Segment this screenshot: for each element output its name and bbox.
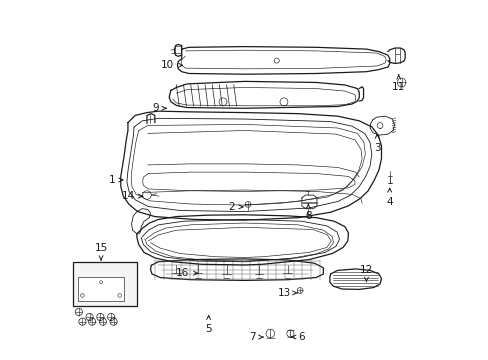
- Text: 4: 4: [386, 188, 392, 207]
- Text: 5: 5: [205, 316, 211, 334]
- Text: 12: 12: [359, 265, 372, 282]
- Text: 10: 10: [161, 60, 182, 70]
- Text: 2: 2: [228, 202, 243, 212]
- Text: 16: 16: [176, 268, 197, 278]
- Text: 6: 6: [291, 332, 305, 342]
- Text: 9: 9: [152, 103, 166, 113]
- Text: 3: 3: [373, 135, 380, 153]
- Bar: [175, 46, 180, 53]
- Bar: [78, 277, 124, 301]
- Text: 1: 1: [108, 175, 122, 185]
- Text: 7: 7: [249, 332, 263, 342]
- Text: 15: 15: [94, 243, 107, 260]
- Text: 13: 13: [277, 288, 297, 298]
- Bar: [73, 262, 137, 306]
- Text: 11: 11: [391, 75, 405, 92]
- Text: 14: 14: [121, 191, 142, 201]
- Text: 8: 8: [305, 204, 311, 221]
